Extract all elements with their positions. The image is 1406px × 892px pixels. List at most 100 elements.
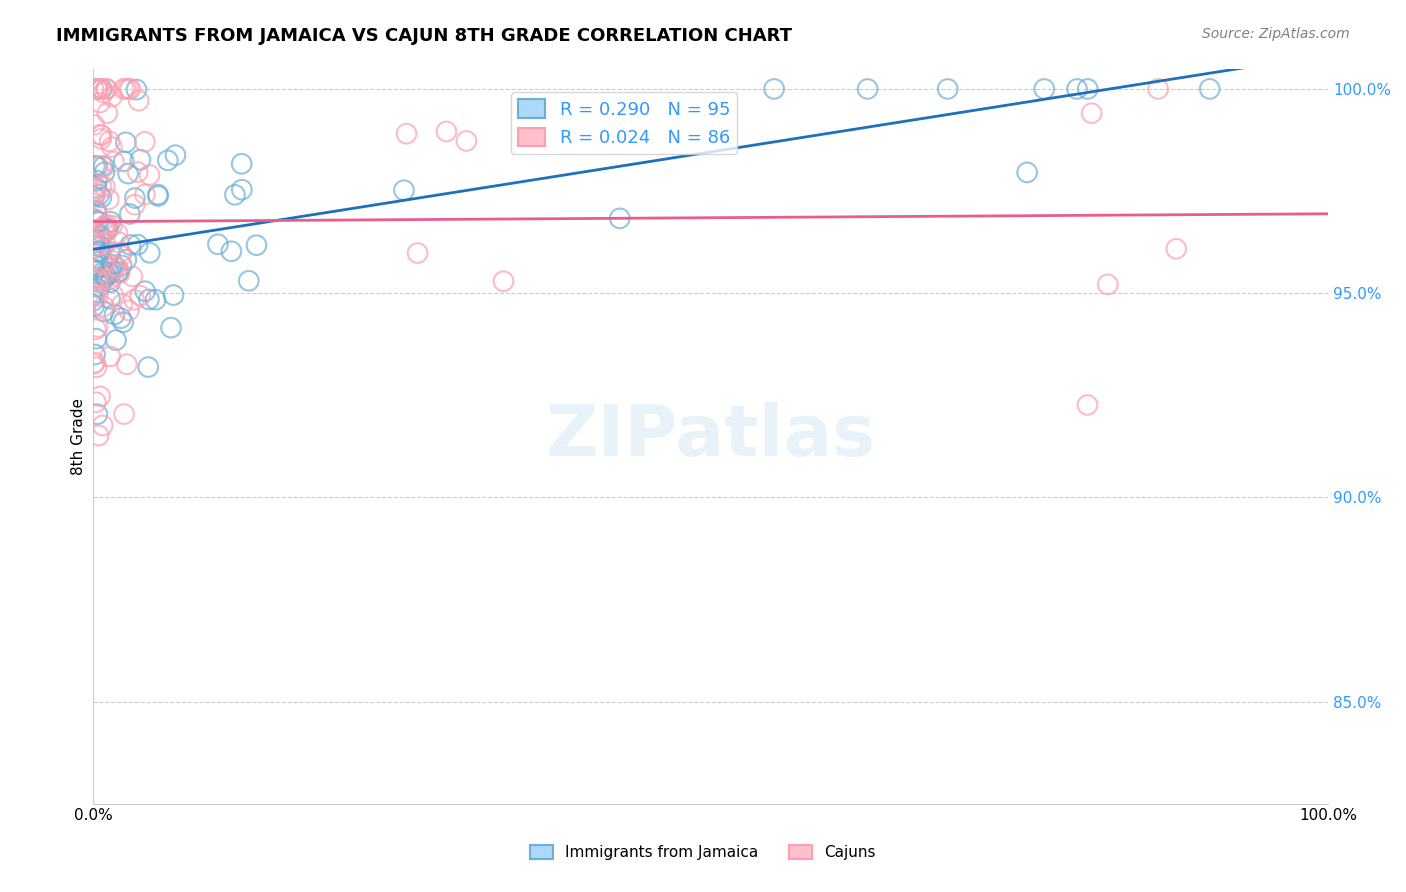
Point xyxy=(139,245,162,260)
Point xyxy=(98,292,121,306)
Point xyxy=(89,95,111,110)
Point xyxy=(83,293,105,308)
Point xyxy=(145,293,167,307)
Point xyxy=(101,89,124,103)
Point xyxy=(115,136,138,150)
Point xyxy=(89,228,111,243)
Point xyxy=(96,222,118,236)
Point xyxy=(238,274,260,288)
Point xyxy=(96,82,118,96)
Point xyxy=(101,219,124,233)
Point xyxy=(124,191,146,205)
Point xyxy=(111,297,134,311)
Point xyxy=(84,347,107,361)
Point xyxy=(108,266,131,280)
Point xyxy=(87,215,110,229)
Point xyxy=(856,82,879,96)
Point xyxy=(84,238,107,252)
Point xyxy=(395,127,418,141)
Point xyxy=(96,218,118,232)
Point xyxy=(763,82,786,96)
Point xyxy=(134,187,156,202)
Point xyxy=(87,82,110,96)
Point xyxy=(84,186,107,201)
Point xyxy=(86,332,108,346)
Point xyxy=(84,355,107,369)
Point xyxy=(96,106,118,120)
Point xyxy=(89,82,111,96)
Point xyxy=(86,407,108,421)
Point xyxy=(118,207,141,221)
Point xyxy=(101,140,124,154)
Point xyxy=(84,203,107,218)
Point xyxy=(231,157,253,171)
Point xyxy=(108,235,131,250)
Point xyxy=(121,269,143,284)
Point xyxy=(91,257,114,271)
Point xyxy=(107,266,129,280)
Point xyxy=(492,274,515,288)
Point xyxy=(128,94,150,108)
Point xyxy=(97,192,120,206)
Point xyxy=(86,270,108,285)
Point xyxy=(1076,398,1098,412)
Point xyxy=(82,82,104,96)
Point xyxy=(134,284,156,298)
Point xyxy=(104,259,127,273)
Point xyxy=(98,349,121,363)
Point xyxy=(221,244,243,259)
Point xyxy=(90,159,112,173)
Point xyxy=(98,275,121,289)
Point xyxy=(224,187,246,202)
Point xyxy=(86,238,108,252)
Point xyxy=(83,212,105,227)
Point xyxy=(125,82,148,96)
Point xyxy=(136,360,159,375)
Point xyxy=(124,198,146,212)
Point xyxy=(89,260,111,274)
Point xyxy=(94,235,117,250)
Point xyxy=(160,320,183,334)
Point xyxy=(83,212,105,227)
Point xyxy=(90,128,112,143)
Point xyxy=(90,190,112,204)
Point xyxy=(107,227,129,241)
Point xyxy=(245,238,267,252)
Point xyxy=(84,395,107,409)
Point xyxy=(101,288,124,302)
Point xyxy=(129,153,152,167)
Point xyxy=(98,267,121,281)
Point xyxy=(90,179,112,194)
Point xyxy=(91,274,114,288)
Point xyxy=(117,167,139,181)
Point xyxy=(146,187,169,202)
Point xyxy=(89,244,111,258)
Point xyxy=(112,82,135,96)
Point xyxy=(83,232,105,246)
Point xyxy=(83,299,105,313)
Point xyxy=(97,265,120,279)
Point xyxy=(156,153,179,168)
Point xyxy=(82,357,104,371)
Point xyxy=(93,304,115,318)
Point xyxy=(84,184,107,198)
Point xyxy=(1166,242,1188,256)
Point xyxy=(86,275,108,289)
Point xyxy=(127,237,149,252)
Point xyxy=(1017,165,1039,179)
Point xyxy=(1066,82,1088,96)
Point xyxy=(162,288,184,302)
Point xyxy=(86,360,108,375)
Point xyxy=(1080,106,1102,120)
Point xyxy=(120,238,142,252)
Point xyxy=(100,215,122,229)
Point xyxy=(94,219,117,233)
Point xyxy=(112,154,135,169)
Text: Source: ZipAtlas.com: Source: ZipAtlas.com xyxy=(1202,27,1350,41)
Point xyxy=(96,268,118,283)
Text: ZIPatlas: ZIPatlas xyxy=(546,401,876,471)
Point xyxy=(89,245,111,260)
Point xyxy=(86,82,108,96)
Point xyxy=(165,148,187,162)
Point xyxy=(129,289,152,303)
